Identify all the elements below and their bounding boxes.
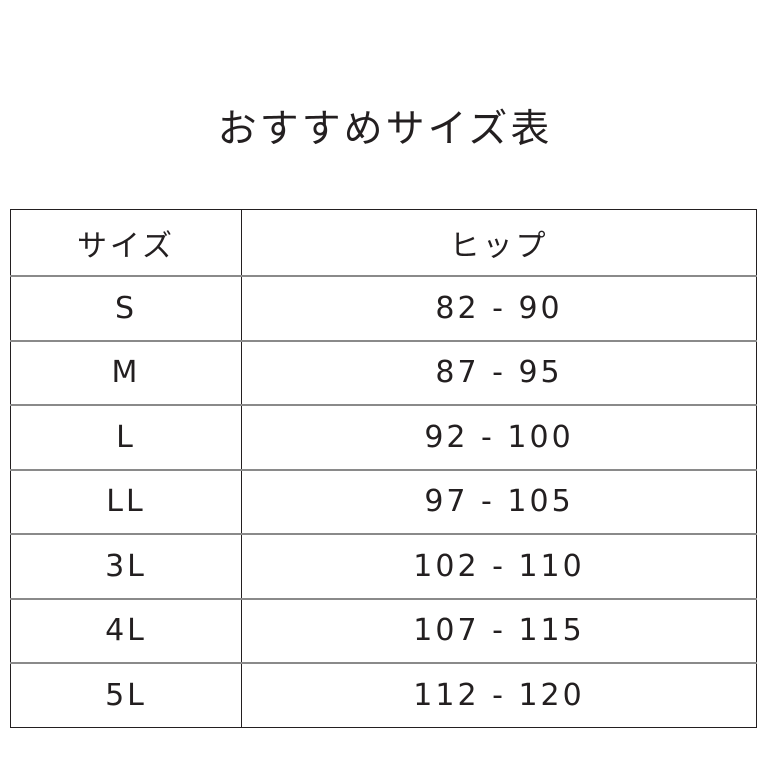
size-cell: LL [10,468,242,534]
size-cell: 3L [10,533,242,599]
size-cell: 5L [10,662,242,727]
hip-cell: 92 - 100 [241,404,757,470]
hip-cell: 87 - 95 [241,339,757,405]
table-row: LL 97 - 105 [10,468,757,534]
hip-cell: 97 - 105 [241,468,757,534]
hip-cell: 82 - 90 [241,275,757,341]
size-table: サイズ ヒップ S 82 - 90 M 87 - 95 L 92 - 100 LL 97… [10,209,757,728]
page-title: おすすめサイズ表 [217,107,553,152]
size-cell: L [10,404,242,470]
size-cell: 4L [10,597,242,663]
table-header-row: サイズ ヒップ [10,209,757,276]
table-row: 4L 107 - 115 [10,597,757,663]
table-row: L 92 - 100 [10,404,757,470]
header-size: サイズ [10,209,242,276]
table-row: 3L 102 - 110 [10,533,757,599]
size-cell: S [10,275,242,341]
size-cell: M [10,339,242,405]
hip-cell: 102 - 110 [241,533,757,599]
hip-cell: 107 - 115 [241,597,757,663]
hip-cell: 112 - 120 [241,662,757,727]
table-row: S 82 - 90 [10,275,757,341]
header-hip: ヒップ [449,228,549,264]
table-row: 5L 112 - 120 [10,662,757,727]
table-row: M 87 - 95 [10,339,757,405]
